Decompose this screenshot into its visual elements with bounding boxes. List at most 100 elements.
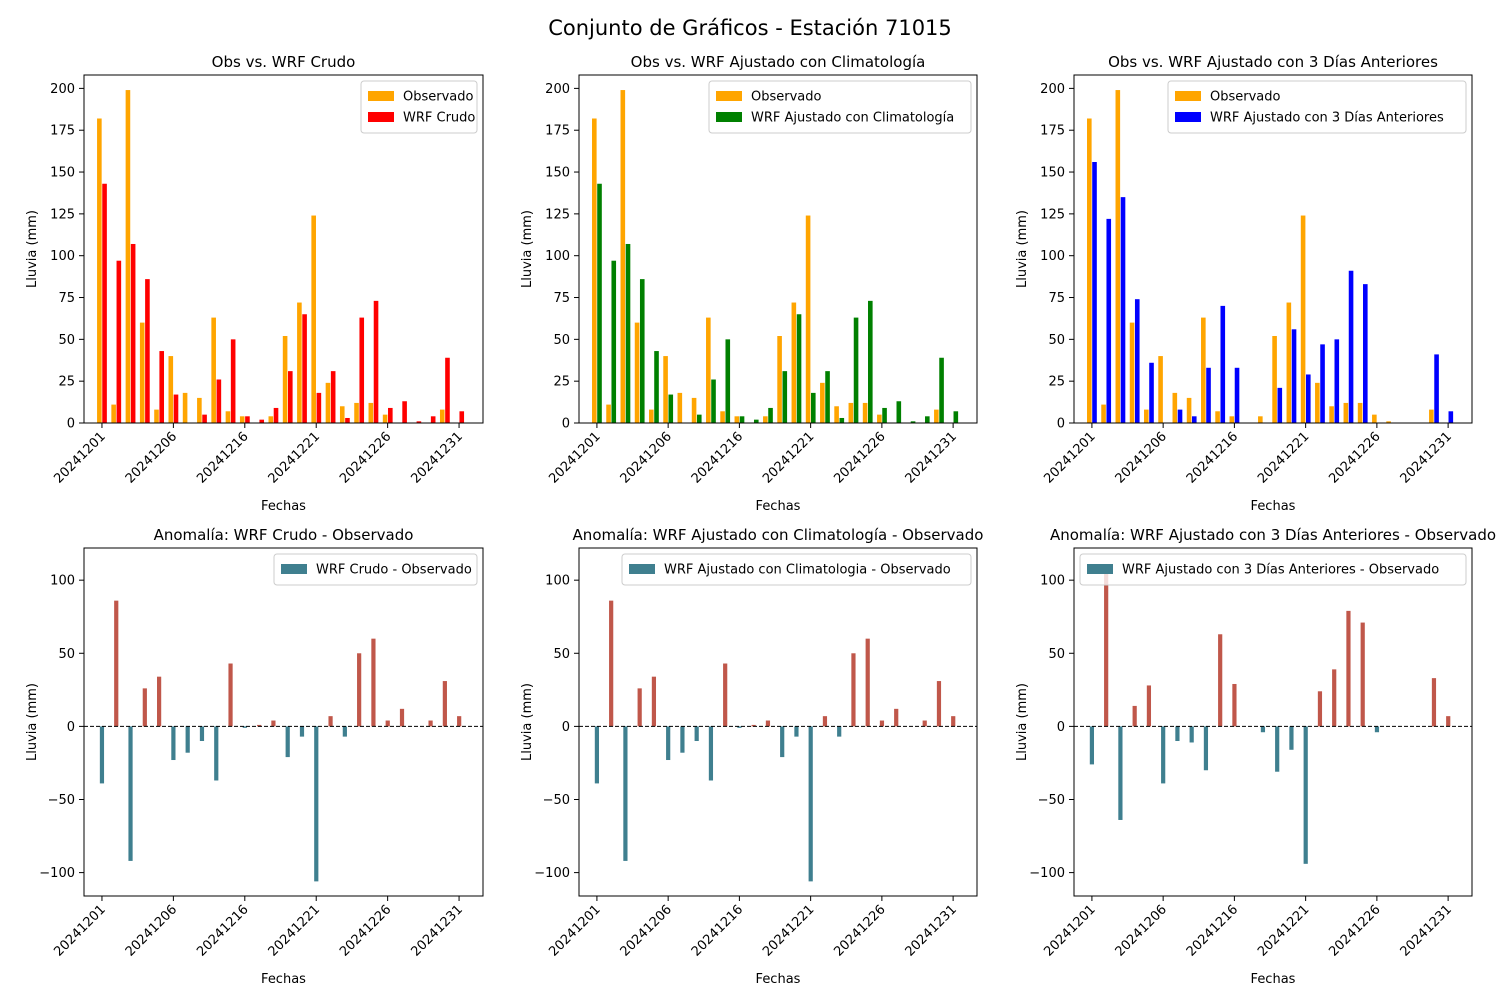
y-tick-label: 0 — [562, 720, 570, 735]
legend-box — [273, 553, 478, 586]
legend-swatch — [629, 564, 655, 574]
bar-anomaly — [357, 653, 362, 727]
bar-wrf — [402, 401, 407, 423]
legend-swatch — [716, 112, 742, 122]
bar-anomaly — [1175, 726, 1180, 742]
bar-observado — [297, 302, 302, 423]
bar-observado — [182, 392, 188, 423]
bar-wrf — [625, 243, 631, 423]
x-tick-label: 20241201 — [1041, 429, 1098, 486]
bar-anomaly — [594, 726, 600, 784]
bar-anomaly — [214, 726, 219, 781]
bar-wrf — [868, 300, 873, 423]
bar-wrf — [853, 317, 859, 423]
x-tick-label: 20241226 — [831, 902, 888, 959]
y-axis-label: Lluvia (mm) — [25, 683, 40, 761]
bar-observado — [168, 356, 174, 423]
bar-wrf — [725, 339, 731, 423]
bar-wrf — [696, 414, 702, 423]
bar-wrf — [1291, 329, 1297, 423]
bar-observado — [154, 409, 159, 423]
bar-observado — [211, 317, 216, 423]
bar-anomaly — [851, 653, 856, 727]
x-tick-label: 20241216 — [194, 429, 251, 486]
bar-wrf — [1234, 367, 1240, 423]
x-tick-label: 20241201 — [546, 429, 603, 486]
bar-observado — [439, 409, 445, 423]
legend-swatch — [716, 91, 742, 101]
legend-swatch — [1087, 564, 1113, 574]
bar-anomaly — [457, 716, 462, 727]
bar-observado — [1115, 90, 1121, 424]
bar-anomaly — [328, 716, 333, 727]
y-tick-label: 100 — [1040, 249, 1065, 264]
bar-wrf — [711, 379, 716, 423]
x-axis-label: Fechas — [756, 972, 801, 987]
bar-wrf — [882, 407, 887, 423]
legend-box — [708, 80, 972, 134]
bar-anomaly — [1189, 726, 1194, 743]
bar-wrf — [1092, 162, 1097, 423]
bar-wrf — [116, 260, 122, 423]
bar-wrf — [1363, 284, 1368, 423]
y-tick-label: 75 — [1048, 291, 1065, 306]
bar-anomaly — [342, 726, 347, 737]
bar-anomaly — [1118, 726, 1123, 820]
bar-anomaly — [1161, 726, 1166, 784]
bar-anomaly — [837, 726, 842, 737]
bar-observado — [1129, 322, 1135, 423]
bar-wrf — [1177, 409, 1183, 423]
bar-wrf — [739, 416, 745, 423]
y-tick-label: 50 — [1048, 333, 1065, 348]
bar-anomaly — [1203, 726, 1209, 771]
bar-anomaly — [142, 688, 147, 727]
legend: Observado WRF Ajustado con 3 Días Anterio… — [1167, 80, 1467, 134]
bar-observado — [634, 322, 640, 423]
y-axis-label: Lluvia (mm) — [520, 683, 535, 761]
bar-anomaly — [157, 676, 162, 727]
bar-anomaly — [751, 724, 756, 727]
bar-wrf — [245, 416, 250, 423]
bar-observado — [934, 409, 939, 423]
legend-label: Observado — [403, 90, 474, 105]
bar-observado — [620, 90, 626, 424]
legend-swatch — [1175, 112, 1201, 122]
y-tick-label: 50 — [58, 333, 75, 348]
bar-wrf — [288, 371, 293, 423]
bar-observado — [225, 411, 231, 423]
chart-title: Anomalía: WRF Ajustado con Climatología … — [573, 526, 984, 544]
bar-wrf — [445, 357, 450, 423]
bar-anomaly — [299, 726, 305, 737]
legend-label: WRF Ajustado con 3 Días Anteriores - Obs… — [1122, 563, 1439, 578]
y-axis-label: Lluvia (mm) — [25, 210, 40, 288]
bar-observado — [1186, 397, 1192, 423]
y-tick-label: 100 — [50, 574, 75, 589]
bar-anomaly — [285, 726, 290, 758]
bar-anomaly — [242, 726, 247, 728]
bar-wrf — [639, 279, 645, 423]
bar-anomaly — [442, 681, 447, 727]
axes-frame — [83, 74, 484, 424]
bar-observado — [125, 90, 131, 424]
x-tick-label: 20241216 — [689, 429, 746, 486]
bar-wrf — [753, 419, 759, 423]
chart-title: Anomalía: WRF Crudo - Observado — [154, 526, 414, 544]
x-tick-label: 20241216 — [689, 902, 746, 959]
y-tick-label: 100 — [1040, 574, 1065, 589]
bar-observado — [649, 409, 654, 423]
y-tick-label: 0 — [1057, 417, 1065, 432]
bar-wrf — [939, 357, 944, 423]
bar-wrf — [330, 371, 336, 423]
bar-observado — [325, 382, 331, 423]
bar-anomaly — [1303, 726, 1308, 864]
x-tick-label: 20241206 — [618, 429, 675, 486]
bar-wrf — [810, 392, 816, 423]
y-tick-label: 100 — [50, 249, 75, 264]
bar-observado — [720, 411, 725, 423]
bar-observado — [1357, 402, 1363, 423]
bar-observado — [1272, 336, 1277, 423]
bar-anomaly — [1275, 726, 1280, 772]
bar-anomaly — [199, 726, 205, 742]
y-tick-label: 150 — [1040, 166, 1065, 181]
y-tick-label: 125 — [545, 207, 570, 222]
